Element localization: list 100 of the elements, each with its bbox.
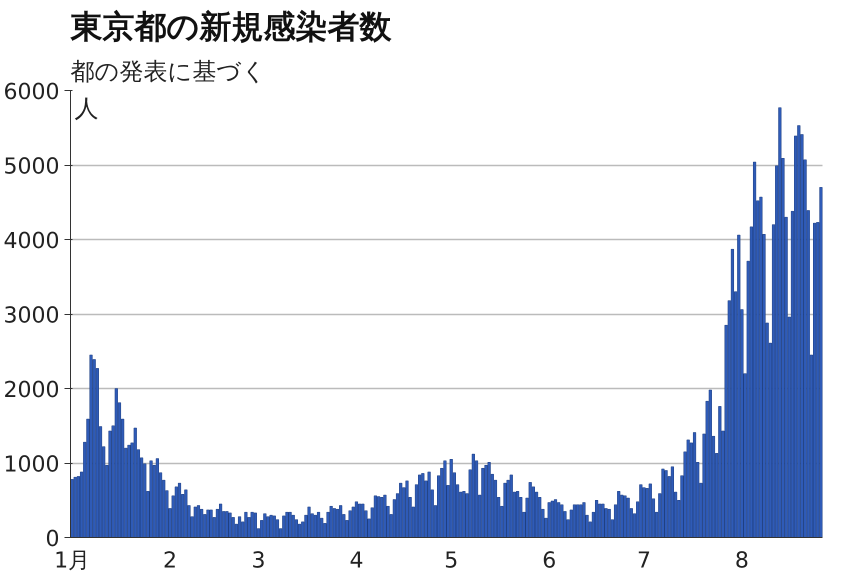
bar bbox=[488, 462, 491, 538]
bar bbox=[270, 514, 273, 538]
bar bbox=[623, 496, 627, 538]
bar bbox=[752, 162, 756, 538]
bar bbox=[557, 502, 560, 538]
bar bbox=[114, 388, 118, 538]
bar bbox=[316, 512, 320, 538]
bar bbox=[288, 512, 292, 538]
bar bbox=[178, 482, 182, 538]
y-axis-title: 人 bbox=[74, 94, 98, 122]
bar bbox=[225, 511, 228, 538]
bar bbox=[238, 516, 242, 538]
bar bbox=[576, 504, 580, 538]
bar bbox=[354, 501, 358, 538]
x-tick-label: 3 bbox=[252, 548, 266, 574]
bar bbox=[484, 464, 488, 538]
bar bbox=[503, 482, 507, 538]
bar bbox=[481, 468, 484, 538]
bar bbox=[620, 494, 624, 538]
bar bbox=[244, 512, 248, 538]
bar bbox=[601, 504, 604, 538]
bar bbox=[759, 196, 762, 538]
bar bbox=[670, 466, 674, 538]
y-tick-label: 6000 bbox=[4, 80, 60, 105]
bar bbox=[686, 440, 690, 538]
x-tick-label: 8 bbox=[734, 548, 749, 574]
bar bbox=[263, 513, 266, 538]
bar bbox=[376, 496, 380, 538]
bar bbox=[206, 510, 210, 538]
bar bbox=[450, 459, 453, 538]
bar bbox=[642, 487, 646, 538]
bar bbox=[664, 470, 668, 538]
bar bbox=[228, 512, 232, 538]
bar bbox=[579, 504, 582, 538]
x-tick-label: 7 bbox=[636, 548, 651, 574]
bar bbox=[74, 476, 77, 538]
bar bbox=[462, 491, 466, 538]
bar bbox=[89, 354, 93, 538]
bar bbox=[298, 524, 302, 538]
bar bbox=[314, 514, 317, 538]
bar bbox=[443, 460, 447, 538]
bar bbox=[550, 500, 554, 538]
chart-subtitle: 都の発表に基づく bbox=[70, 58, 266, 86]
bar bbox=[374, 496, 377, 538]
y-tick-label: 4000 bbox=[4, 229, 60, 254]
bar bbox=[292, 514, 295, 538]
bar bbox=[510, 474, 513, 538]
bar bbox=[554, 499, 558, 538]
bar bbox=[661, 468, 665, 538]
bar bbox=[548, 502, 551, 538]
bar bbox=[428, 472, 431, 538]
y-tick-label: 5000 bbox=[4, 154, 60, 180]
y-tick-label: 2000 bbox=[4, 378, 60, 403]
bar bbox=[572, 504, 576, 538]
bar bbox=[819, 187, 822, 538]
bar bbox=[282, 516, 286, 538]
bar bbox=[348, 510, 352, 538]
bar bbox=[266, 516, 270, 538]
bar bbox=[598, 504, 602, 538]
bar bbox=[210, 510, 213, 538]
bar bbox=[254, 512, 257, 538]
y-tick-label: 1000 bbox=[4, 452, 60, 478]
bar bbox=[330, 506, 333, 538]
bar bbox=[718, 406, 722, 538]
bar bbox=[730, 248, 734, 538]
bar bbox=[174, 486, 178, 538]
bar bbox=[708, 390, 712, 538]
bar bbox=[339, 505, 342, 538]
bar bbox=[594, 500, 598, 538]
bar bbox=[405, 480, 409, 538]
bar bbox=[421, 473, 424, 538]
bar bbox=[528, 482, 532, 538]
bar bbox=[472, 454, 475, 538]
bar bbox=[418, 474, 422, 538]
bar bbox=[194, 506, 197, 538]
bar bbox=[361, 504, 364, 538]
x-tick-label: 2 bbox=[163, 548, 178, 574]
x-tick-label: 6 bbox=[542, 548, 556, 574]
x-tick-label: 4 bbox=[349, 548, 364, 574]
bar bbox=[692, 432, 696, 538]
bar bbox=[383, 494, 386, 538]
bar bbox=[134, 428, 137, 538]
bar bbox=[516, 491, 520, 538]
bar bbox=[218, 504, 222, 538]
bar bbox=[196, 505, 200, 538]
bar bbox=[617, 491, 620, 538]
bar bbox=[156, 458, 159, 538]
bar bbox=[639, 484, 642, 538]
bar bbox=[149, 460, 153, 538]
bar bbox=[648, 484, 652, 538]
bar bbox=[778, 107, 782, 538]
bar bbox=[184, 490, 188, 538]
bar bbox=[285, 512, 289, 538]
y-tick-label: 3000 bbox=[4, 304, 60, 328]
x-tick-label: 5 bbox=[444, 548, 458, 574]
bar bbox=[200, 508, 204, 538]
bar bbox=[560, 504, 564, 538]
chart-title: 東京都の新規感染者数 bbox=[70, 8, 392, 46]
bar bbox=[399, 482, 402, 538]
bar bbox=[608, 508, 611, 538]
